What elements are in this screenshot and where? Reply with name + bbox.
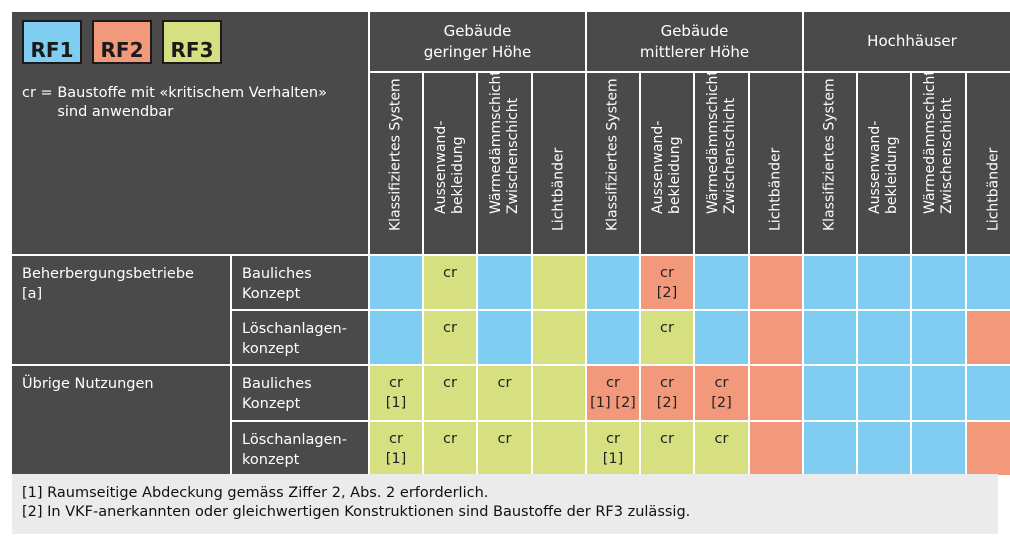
rating-cell bbox=[804, 366, 856, 420]
column-header: Wärmedämmschicht, Zwischenschicht bbox=[912, 73, 965, 254]
column-header-label: Aussenwand- bekleidung bbox=[650, 120, 683, 214]
rating-cell: cr bbox=[424, 422, 476, 475]
rating-cell bbox=[533, 256, 585, 309]
rating-cell: cr bbox=[478, 366, 531, 420]
rating-cell bbox=[912, 366, 965, 420]
column-header-label: Aussenwand- bekleidung bbox=[433, 120, 466, 214]
column-header-label: Wärmedämmschicht, Zwischenschicht bbox=[704, 73, 738, 214]
rating-cell bbox=[858, 256, 910, 309]
rating-cell bbox=[967, 422, 1010, 475]
rating-cell bbox=[695, 256, 748, 309]
badge-rf3: RF3 bbox=[162, 20, 222, 64]
section-label-other-uses: Übrige Nutzungen bbox=[12, 366, 230, 475]
rating-cell: cr bbox=[641, 422, 693, 475]
legend-badges: RF1 RF2 RF3 bbox=[22, 20, 358, 64]
column-header-label: Klassifiziertes System bbox=[821, 78, 838, 231]
rating-cell bbox=[967, 311, 1010, 364]
column-header: Aussenwand- bekleidung bbox=[424, 73, 476, 254]
rating-cell: cr bbox=[478, 422, 531, 475]
rating-cell bbox=[695, 311, 748, 364]
footnote-2: [2] In VKF-anerkannten oder gleichwertig… bbox=[22, 504, 691, 520]
rating-cell: cr [2] bbox=[695, 366, 748, 420]
column-header: Wärmedämmschicht, Zwischenschicht bbox=[478, 73, 531, 254]
group-header-high-rise: Hochhäuser bbox=[804, 12, 1010, 71]
rating-cell bbox=[370, 311, 422, 364]
rating-cell bbox=[858, 366, 910, 420]
column-header-label: Klassifiziertes System bbox=[387, 78, 404, 231]
rating-cell bbox=[533, 366, 585, 420]
rating-cell bbox=[750, 311, 802, 364]
column-header-label: Lichtbänder bbox=[550, 147, 567, 231]
rating-cell bbox=[478, 311, 531, 364]
legend-note: cr = Baustoffe mit «kritischem Verhalten… bbox=[22, 84, 358, 122]
concept-label: Löschanlagen- konzept bbox=[232, 422, 368, 475]
footnote-1: [1] Raumseitige Abdeckung gemäss Ziffer … bbox=[22, 485, 489, 501]
legend-panel: RF1 RF2 RF3 cr = Baustoffe mit «kritisch… bbox=[12, 12, 368, 254]
rating-cell bbox=[804, 311, 856, 364]
rating-cell bbox=[533, 422, 585, 475]
rating-cell bbox=[967, 256, 1010, 309]
rating-cell bbox=[912, 256, 965, 309]
rating-cell: cr [1] [2] bbox=[587, 366, 639, 420]
rating-cell bbox=[750, 422, 802, 475]
rating-cell bbox=[750, 366, 802, 420]
column-header: Klassifiziertes System bbox=[370, 73, 422, 254]
rating-cell: cr bbox=[424, 311, 476, 364]
legend-key: cr = bbox=[22, 85, 58, 101]
column-header-label: Wärmedämmschicht, Zwischenschicht bbox=[487, 73, 521, 214]
rating-cell bbox=[587, 311, 639, 364]
section-label-lodging: Beherbergungsbetriebe [a] bbox=[12, 256, 230, 364]
concept-label: Bauliches Konzept bbox=[232, 366, 368, 420]
rating-cell: cr [1] bbox=[370, 422, 422, 475]
rating-cell bbox=[533, 311, 585, 364]
rating-cell bbox=[478, 256, 531, 309]
rating-cell bbox=[912, 311, 965, 364]
rating-cell: cr [2] bbox=[641, 366, 693, 420]
rating-cell bbox=[912, 422, 965, 475]
rating-cell: cr bbox=[424, 256, 476, 309]
concept-label: Löschanlagen- konzept bbox=[232, 311, 368, 364]
rating-cell bbox=[858, 311, 910, 364]
legend-description: Baustoffe mit «kritischem Verhalten» sin… bbox=[57, 85, 327, 120]
rating-cell bbox=[370, 256, 422, 309]
rating-cell: cr [1] bbox=[370, 366, 422, 420]
rating-cell: cr bbox=[695, 422, 748, 475]
column-header-label: Aussenwand- bekleidung bbox=[867, 120, 900, 214]
rating-cell: cr [2] bbox=[641, 256, 693, 309]
column-header-label: Klassifiziertes System bbox=[604, 78, 621, 231]
rating-cell: cr bbox=[641, 311, 693, 364]
footnotes: [1] Raumseitige Abdeckung gemäss Ziffer … bbox=[12, 474, 998, 534]
group-header-low-rise: Gebäude geringer Höhe bbox=[370, 12, 585, 71]
badge-rf1: RF1 bbox=[22, 20, 82, 64]
rating-cell bbox=[804, 422, 856, 475]
column-header: Aussenwand- bekleidung bbox=[641, 73, 693, 254]
fire-rating-table: RF1 RF2 RF3 cr = Baustoffe mit «kritisch… bbox=[12, 12, 1010, 475]
rating-cell bbox=[967, 366, 1010, 420]
rating-cell: cr bbox=[424, 366, 476, 420]
group-header-mid-rise: Gebäude mittlerer Höhe bbox=[587, 12, 802, 71]
column-header-label: Lichtbänder bbox=[767, 147, 784, 231]
rating-cell: cr [1] bbox=[587, 422, 639, 475]
column-header: Aussenwand- bekleidung bbox=[858, 73, 910, 254]
column-header: Lichtbänder bbox=[750, 73, 802, 254]
rating-cell bbox=[750, 256, 802, 309]
column-header-label: Wärmedämmschicht, Zwischenschicht bbox=[921, 73, 955, 214]
rating-cell bbox=[804, 256, 856, 309]
fire-rating-table-figure: RF1 RF2 RF3 cr = Baustoffe mit «kritisch… bbox=[12, 12, 1010, 534]
rating-cell bbox=[858, 422, 910, 475]
column-header: Lichtbänder bbox=[967, 73, 1010, 254]
column-header: Klassifiziertes System bbox=[587, 73, 639, 254]
column-header: Klassifiziertes System bbox=[804, 73, 856, 254]
column-header-label: Lichtbänder bbox=[985, 147, 1001, 231]
column-header: Wärmedämmschicht, Zwischenschicht bbox=[695, 73, 748, 254]
concept-label: Bauliches Konzept bbox=[232, 256, 368, 309]
column-header: Lichtbänder bbox=[533, 73, 585, 254]
rating-cell bbox=[587, 256, 639, 309]
badge-rf2: RF2 bbox=[92, 20, 152, 64]
